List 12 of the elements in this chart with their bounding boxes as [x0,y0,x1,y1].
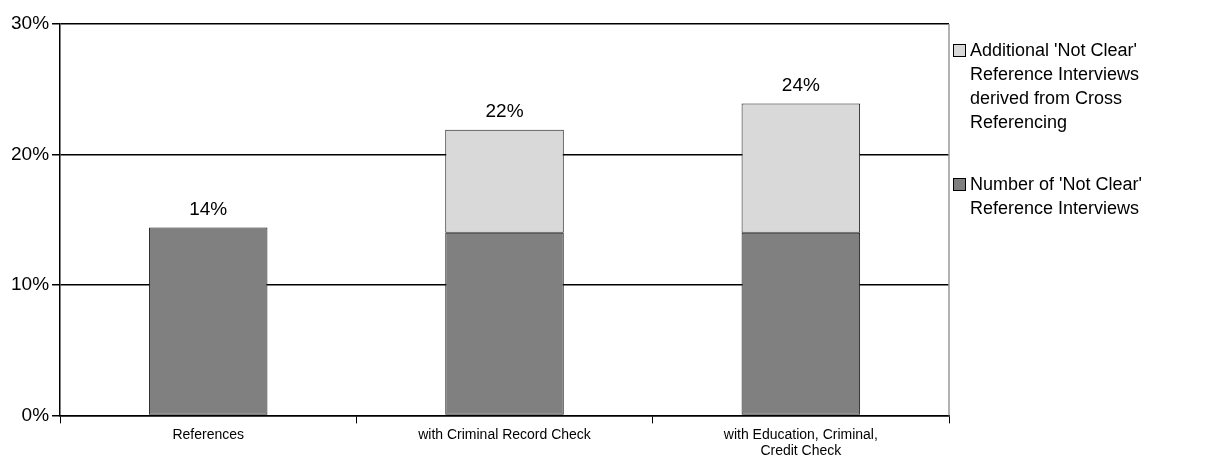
y-tick-label: 10% [11,273,50,295]
x-tick-label: with Education, Criminal, Credit Check [722,425,878,459]
x-tick-label: with Criminal Record Check [417,425,592,442]
legend-label: Additional 'Not Clear' Reference Interviews derived from Cross Referencing [970,39,1141,134]
y-tick-label: 30% [11,12,50,34]
y-tick-label: 0% [21,403,50,425]
y-tick-label: 20% [11,142,50,164]
total-label: 22% [485,100,524,122]
total-label: 14% [189,198,228,220]
x-tick-label: References [172,425,244,442]
total-label: 24% [781,74,820,96]
legend-label: Number of 'Not Clear' Reference Interviews [970,173,1143,220]
